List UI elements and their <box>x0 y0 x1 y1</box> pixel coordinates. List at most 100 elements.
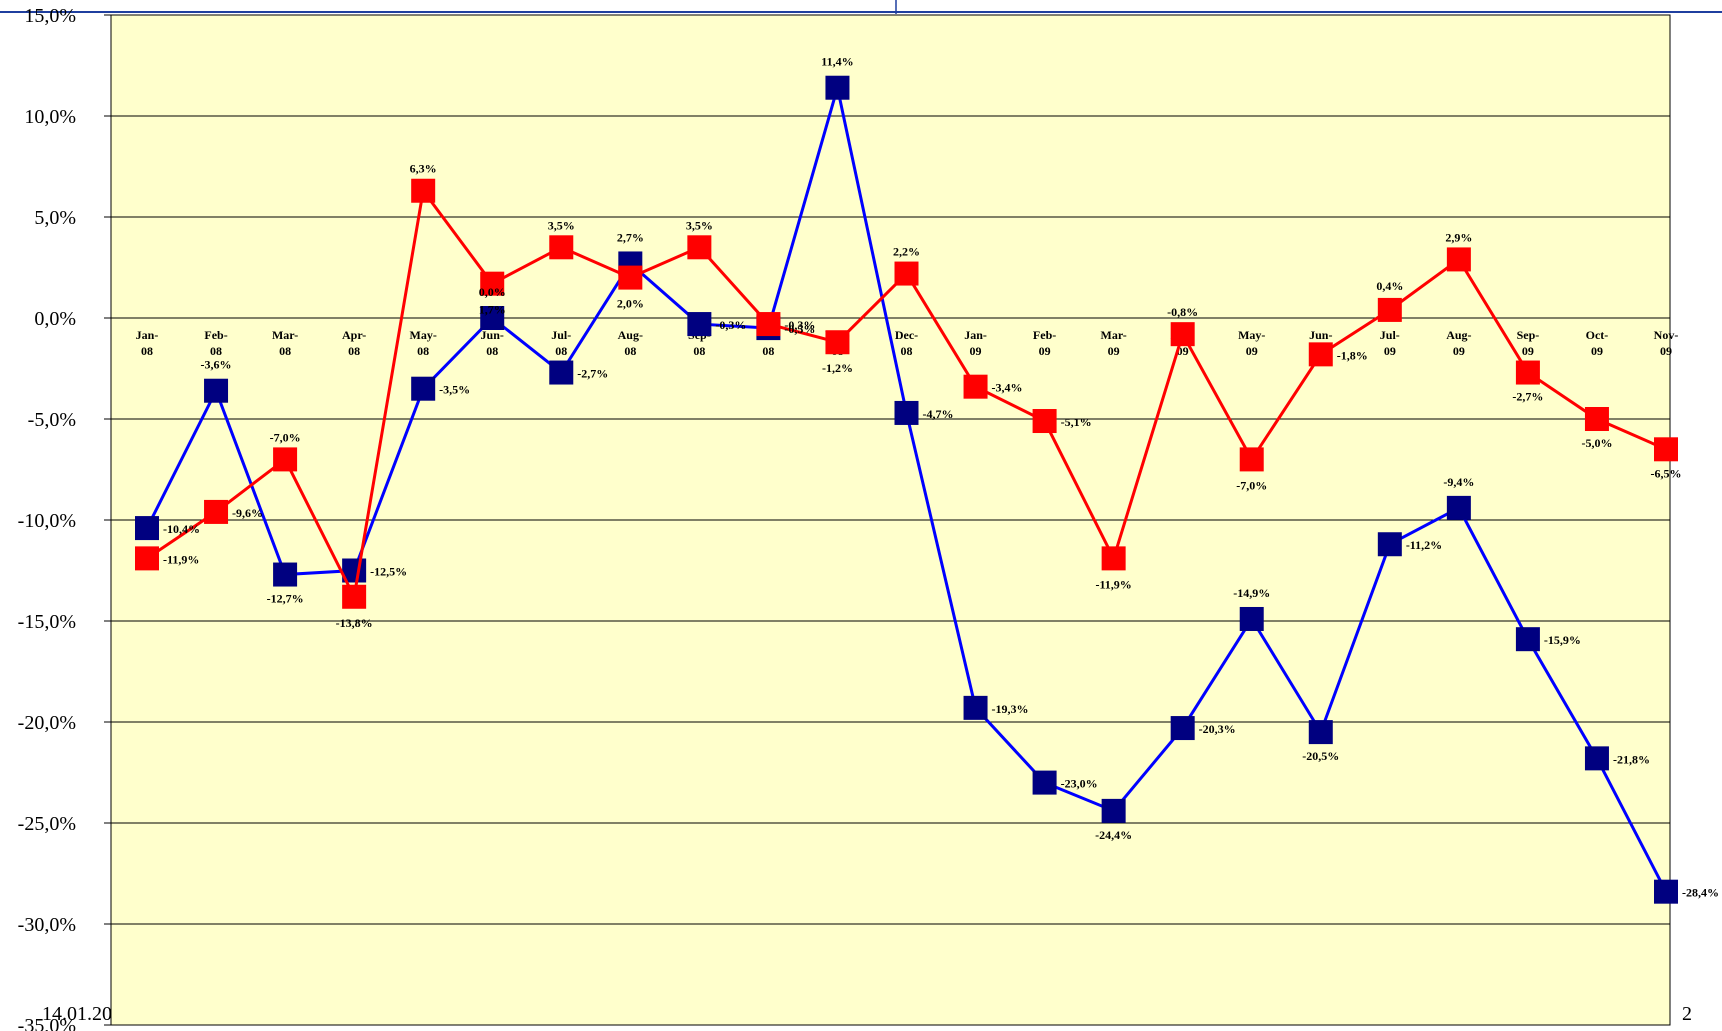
y-tick-label: 15,0% <box>24 5 76 27</box>
data-point <box>687 235 712 260</box>
data-label: -2,7% <box>1512 390 1543 404</box>
y-tick-label: 5,0% <box>34 207 76 229</box>
data-label: -23,0% <box>1061 777 1098 791</box>
series-group <box>135 75 1678 904</box>
y-tick-label: -5,0% <box>28 409 76 431</box>
data-point <box>825 330 850 355</box>
data-label: 6,3% <box>410 162 437 176</box>
x-tick-label: 08 <box>210 344 222 358</box>
x-tick-label: 09 <box>1384 344 1396 358</box>
y-tick-label: -35,0% <box>18 1015 76 1031</box>
x-tick-label: 09 <box>970 344 982 358</box>
data-point <box>549 235 574 260</box>
y-tick-label: -15,0% <box>18 611 76 633</box>
data-point <box>894 261 919 286</box>
data-point <box>204 499 229 524</box>
data-point <box>411 178 436 203</box>
x-tick-label: Jun- <box>481 328 504 342</box>
data-label: 3,5% <box>686 218 713 232</box>
x-tick-label: Oct- <box>1586 328 1609 342</box>
x-tick-label: 09 <box>1453 344 1465 358</box>
data-point <box>1239 447 1264 472</box>
x-tick-label: Jan- <box>136 328 159 342</box>
data-labels: -10,4% -3,6% -12,7% -12,5% -3,5% 0,0% -2,7% 2,7… <box>163 55 1719 900</box>
x-tick-label: Jan- <box>964 328 987 342</box>
data-label: -20,5% <box>1302 749 1339 763</box>
data-point <box>549 360 574 385</box>
data-point <box>1170 716 1195 741</box>
data-label: -5,1% <box>1061 415 1092 429</box>
x-tick-label: 08 <box>901 344 913 358</box>
x-tick-label: 09 <box>1591 344 1603 358</box>
x-tick-label: Apr- <box>342 328 366 342</box>
data-label: -12,5% <box>370 565 407 579</box>
data-label: -0,8% <box>1167 305 1198 319</box>
data-point <box>1584 746 1609 771</box>
data-label: -9,6% <box>232 506 263 520</box>
data-point <box>1308 720 1333 745</box>
data-point <box>1654 437 1678 462</box>
data-label: -7,0% <box>1236 478 1267 492</box>
x-tick-label: May- <box>410 328 437 342</box>
x-tick-label: 08 <box>762 344 774 358</box>
data-label: -4,7% <box>923 407 954 421</box>
data-point <box>756 312 781 337</box>
data-point <box>1170 322 1195 347</box>
x-tick-label: 09 <box>1246 344 1258 358</box>
x-tick-label: 08 <box>279 344 291 358</box>
data-label: -10,4% <box>163 522 200 536</box>
data-label: 11,4% <box>821 55 853 69</box>
x-axis: Jan- 08 Feb- 08 Mar- 08 Apr- 08 May- 08 Jun- 08 Jul-… <box>136 328 1679 358</box>
data-label: -0,3% <box>715 318 746 332</box>
data-label: 3,5% <box>548 218 575 232</box>
x-tick-label: 08 <box>486 344 498 358</box>
data-label: 1,7% <box>479 303 506 317</box>
x-tick-label: Jul- <box>551 328 571 342</box>
grid-lines <box>111 115 1670 925</box>
x-tick-label: 09 <box>1039 344 1051 358</box>
x-tick-label: Feb- <box>1033 328 1056 342</box>
data-point <box>1239 606 1264 631</box>
data-label: -3,5% <box>439 383 470 397</box>
data-label: -15,9% <box>1544 633 1581 647</box>
footer-date: 14.01.20 <box>42 1003 112 1025</box>
data-label: 0,4% <box>1376 279 1403 293</box>
data-point <box>273 447 298 472</box>
data-point <box>825 75 850 100</box>
x-tick-label: 08 <box>348 344 360 358</box>
y-tick-label: -30,0% <box>18 914 76 936</box>
data-point <box>687 312 712 337</box>
data-label: -0,5% <box>784 322 815 336</box>
data-label: -5,0% <box>1581 436 1612 450</box>
data-point <box>1446 247 1471 272</box>
footer-page-number: 2 <box>1682 1003 1692 1025</box>
y-axis: 15,0% 10,0% 5,0% 0,0% -5,0% -10,0% -15,0% -20,0… <box>18 5 111 1031</box>
data-point <box>1032 409 1057 434</box>
x-tick-label: Aug- <box>1446 328 1471 342</box>
data-point <box>480 306 505 330</box>
data-label: -9,4% <box>1443 475 1474 489</box>
data-label: -24,4% <box>1095 828 1132 842</box>
data-label: -0,3% <box>784 318 815 332</box>
data-label: 0,0% <box>479 285 506 299</box>
data-point <box>135 516 159 541</box>
y-tick-label: 0,0% <box>34 308 76 330</box>
data-point <box>1377 532 1402 557</box>
data-label: -12,7% <box>267 592 304 606</box>
y-tick-label: -20,0% <box>18 712 76 734</box>
data-point <box>1584 407 1609 431</box>
x-tick-label: 08 <box>693 344 705 358</box>
data-point <box>342 584 367 609</box>
data-point <box>135 546 159 571</box>
data-point <box>1654 879 1678 904</box>
data-point <box>480 271 505 296</box>
data-label: -13,8% <box>336 616 373 630</box>
x-tick-label: Nov- <box>1654 328 1679 342</box>
data-label: -2,7% <box>577 367 608 381</box>
data-label: -1,2% <box>822 361 853 375</box>
data-point <box>273 562 298 587</box>
data-label: -3,6% <box>201 358 232 372</box>
data-label: -1,8% <box>1337 348 1368 362</box>
data-label: -11,9% <box>1095 577 1131 591</box>
